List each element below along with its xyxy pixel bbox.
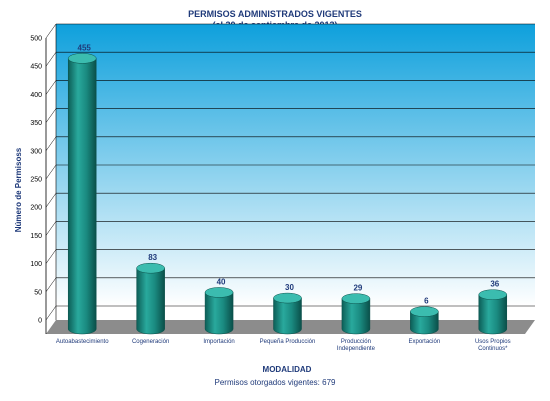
gridline-depth [45, 277, 57, 292]
data-label: 36 [490, 280, 499, 289]
y-tick-label: 350 [30, 120, 42, 127]
bar [67, 53, 97, 335]
gridline-depth [45, 23, 57, 39]
gridline-depth [45, 221, 57, 236]
bar [341, 293, 371, 335]
footnote: Permisos otorgados vigentes: 679 [214, 378, 336, 387]
gridline-depth [45, 249, 57, 264]
bar-top [410, 306, 439, 317]
category-label: Usos Propios [475, 339, 511, 345]
bar-body [410, 311, 439, 335]
bar [410, 306, 439, 335]
bar [478, 289, 508, 335]
bar [204, 287, 234, 335]
bar-top [204, 287, 234, 298]
category-label: Independiente [337, 346, 376, 352]
bar-top [341, 293, 371, 304]
category-label: Continuos* [478, 346, 508, 352]
bar-body [273, 297, 302, 335]
y-tick-label: 150 [30, 233, 42, 240]
y-tick-label: 450 [30, 64, 42, 71]
bar-body [204, 292, 234, 335]
category-label: Importación [203, 339, 234, 345]
bar-top [478, 289, 508, 300]
data-label: 30 [285, 283, 294, 292]
y-tick-label: 50 [34, 289, 42, 296]
category-label: Autoabastecimiento [56, 339, 109, 345]
y-axis-title: Número de Permisoss [14, 147, 23, 232]
bar-top [273, 292, 302, 304]
gridline-depth [45, 305, 57, 321]
gridline-depth [45, 80, 57, 95]
bar [136, 262, 165, 335]
category-label: Exportación [409, 339, 441, 345]
category-label: Pequeña Producción [260, 339, 316, 345]
x-axis-title: MODALIDAD [263, 365, 312, 374]
bar-body [341, 298, 371, 335]
y-tick-label: 500 [30, 36, 42, 43]
data-label: 83 [148, 253, 157, 262]
category-label: Producción [341, 339, 371, 345]
bar-body [478, 294, 508, 335]
gridline-depth [45, 164, 57, 180]
bar-body [67, 58, 97, 335]
y-tick-label: 400 [30, 92, 42, 99]
data-label: 29 [353, 284, 362, 293]
bar [273, 292, 302, 335]
bar-top [67, 53, 97, 64]
y-tick-label: 250 [30, 177, 42, 184]
gridline-depth [45, 136, 57, 151]
data-label: 40 [217, 277, 226, 286]
gridline-depth [45, 193, 57, 208]
gridline-depth [45, 108, 57, 123]
category-label: Cogeneración [132, 339, 169, 345]
gridline-depth [45, 52, 57, 67]
bar-top [136, 262, 165, 274]
data-label: 6 [424, 297, 429, 306]
bar-body [136, 267, 165, 335]
chart-title: PERMISOS ADMINISTRADOS VIGENTES [188, 9, 362, 19]
y-tick-label: 300 [30, 148, 42, 155]
y-tick-label: 0 [38, 318, 42, 325]
data-label: 455 [78, 43, 92, 52]
y-tick-label: 100 [30, 261, 42, 268]
y-tick-label: 200 [30, 205, 42, 212]
